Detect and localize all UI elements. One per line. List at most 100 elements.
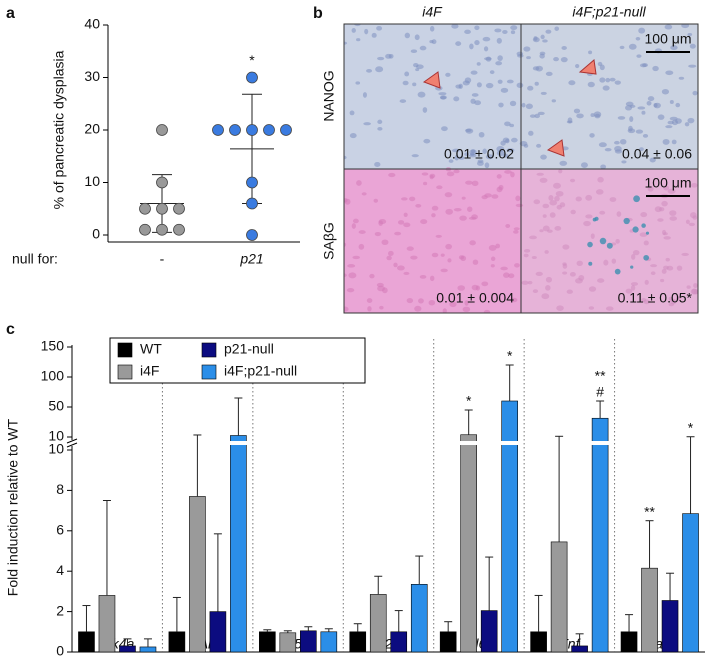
cell: [632, 249, 640, 256]
stain: [632, 226, 639, 233]
cell: [573, 108, 581, 114]
y-tick-label: 4: [56, 562, 64, 578]
bar: [168, 631, 186, 653]
cell: [474, 25, 480, 31]
cell: [364, 28, 369, 35]
cell: [590, 113, 595, 118]
cell: [652, 65, 659, 72]
cell: [373, 198, 379, 203]
y-tick-label: 150: [41, 338, 65, 354]
cell: [415, 68, 420, 72]
cell: [519, 140, 528, 147]
cell: [429, 275, 435, 282]
cell: [489, 70, 495, 75]
cell: [442, 308, 447, 313]
point: [156, 223, 168, 236]
cell: [470, 70, 478, 75]
y-tick-label: 10: [48, 428, 64, 444]
cell: [451, 24, 459, 29]
cell: [436, 185, 443, 190]
significance: *: [688, 419, 694, 435]
cell: [669, 216, 678, 221]
cell: [495, 61, 503, 66]
cell: [449, 301, 457, 308]
cell: [526, 56, 531, 60]
cell: [685, 219, 690, 225]
bar: [230, 435, 247, 653]
cell: [497, 55, 503, 61]
cell: [399, 99, 407, 103]
significance: **: [644, 503, 655, 519]
frame: [343, 23, 699, 314]
cell: [346, 287, 355, 293]
cell: [502, 153, 509, 158]
cell: [558, 169, 563, 174]
axis-break: [66, 438, 78, 444]
cell: [497, 79, 503, 84]
cell: [669, 99, 674, 104]
cell: [588, 286, 597, 292]
cell: [588, 50, 593, 55]
cell: [471, 93, 479, 97]
cell: [374, 231, 382, 237]
cell: [441, 126, 448, 132]
cell: [665, 125, 673, 129]
cell: [464, 77, 472, 84]
cell: [636, 54, 642, 58]
cell: [496, 186, 503, 193]
cell: [555, 190, 564, 197]
panel-label: a: [6, 5, 15, 22]
cell: [544, 250, 549, 254]
cell: [630, 284, 636, 291]
cell: [660, 278, 665, 283]
cell: [435, 234, 442, 238]
cell: [615, 238, 620, 244]
cell: [686, 285, 691, 289]
cell: [662, 229, 667, 236]
cell: [525, 103, 533, 110]
stain: [630, 265, 634, 269]
cell: [533, 199, 541, 205]
cell: [417, 91, 426, 98]
cell: [376, 25, 383, 31]
cell: [691, 182, 698, 188]
cell: [664, 24, 673, 30]
point: [246, 176, 258, 189]
stain: [623, 217, 630, 225]
cell: [597, 278, 605, 283]
cell: [650, 271, 656, 275]
cell: [464, 152, 469, 157]
y-axis-label: Fold induction relative to WT: [5, 418, 21, 596]
cell: [653, 102, 661, 109]
cell: [575, 196, 582, 202]
cell: [358, 243, 365, 250]
stain: [606, 242, 613, 249]
cell: [475, 285, 481, 291]
cell: [539, 177, 548, 183]
cell: [462, 306, 471, 313]
cell: [611, 258, 617, 264]
cell: [468, 153, 477, 158]
y-tick-label: 10: [84, 173, 100, 189]
cell: [642, 134, 649, 138]
cell: [455, 84, 462, 89]
cell: [421, 172, 429, 176]
cell: [614, 140, 620, 145]
cell: [348, 272, 357, 279]
cell: [628, 43, 637, 50]
bar-break: [459, 441, 478, 445]
cell: [536, 172, 544, 176]
bar: [78, 631, 95, 653]
cell: [347, 264, 356, 268]
cell: [536, 143, 542, 148]
cell: [494, 28, 502, 33]
point: [212, 124, 224, 136]
cell: [386, 255, 392, 261]
point: [280, 124, 292, 136]
cell: [631, 254, 636, 260]
cell: [678, 76, 685, 80]
arrowhead: [578, 59, 597, 75]
cell: [562, 263, 568, 269]
cell: [527, 85, 534, 91]
